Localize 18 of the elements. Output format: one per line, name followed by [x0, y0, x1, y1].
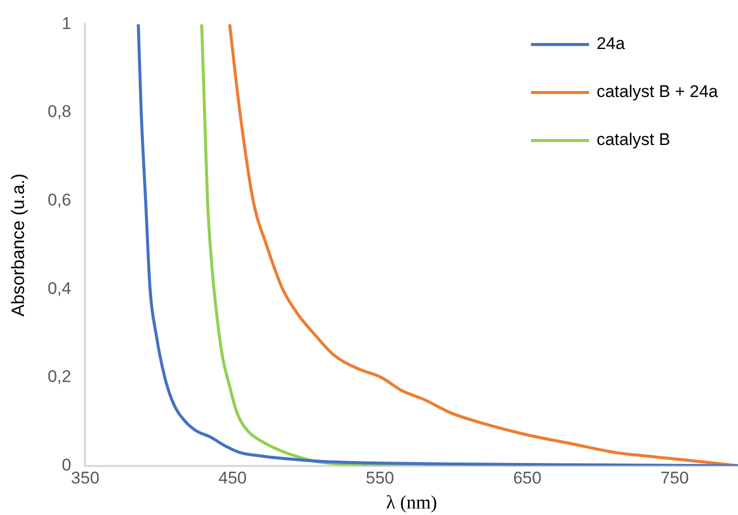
y-tick-label: 0,2	[48, 367, 72, 386]
legend-label: 24a	[596, 34, 625, 54]
legend-label: catalyst B + 24a	[596, 82, 718, 102]
y-tick-label: 0,4	[48, 278, 72, 298]
y-tick-label: 0,8	[48, 102, 72, 122]
x-tick-label: 650	[513, 468, 542, 488]
x-tick-label: 550	[366, 468, 394, 488]
line-series	[136, 24, 738, 466]
x-axis-title: λ (nm)	[386, 492, 438, 514]
x-tick-label: 450	[218, 468, 247, 488]
line-series	[228, 24, 738, 466]
y-axis-title: Absorbance (u.a.)	[8, 173, 28, 317]
y-tick-label: 0	[62, 455, 72, 474]
y-tick-label: 1	[62, 14, 72, 33]
legend-label: catalyst B	[596, 130, 670, 150]
x-tick-label: 750	[660, 468, 689, 488]
y-tick-label: 0,6	[48, 190, 72, 210]
x-tick-label: 350	[71, 468, 100, 488]
